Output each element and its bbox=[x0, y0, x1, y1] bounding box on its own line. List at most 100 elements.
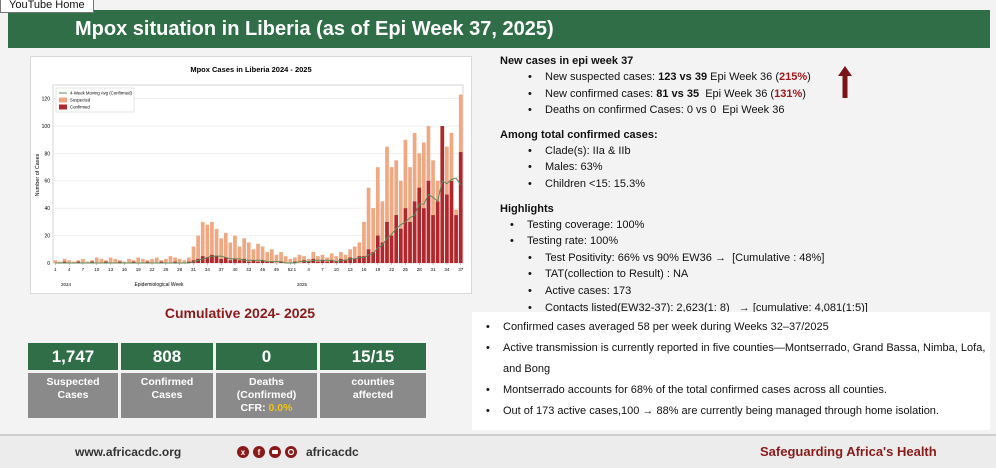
text-segment: ) bbox=[802, 87, 806, 100]
year-label: 2024 bbox=[61, 282, 72, 287]
bar bbox=[306, 261, 311, 263]
text-segment: Clade(s): IIa & IIb bbox=[545, 144, 631, 157]
social-handle: africacdc bbox=[306, 445, 359, 459]
bar bbox=[256, 261, 260, 263]
text-segment: Test Positivity: 66% vs 90% EW36 → [Cumu… bbox=[545, 251, 825, 264]
bar bbox=[293, 257, 297, 263]
x-tick-label: 49 bbox=[274, 267, 280, 272]
bar bbox=[458, 152, 463, 263]
bar bbox=[375, 235, 380, 263]
slogan: Safeguarding Africa's Health bbox=[760, 444, 937, 459]
bar bbox=[122, 261, 127, 263]
bar bbox=[58, 261, 62, 263]
bar bbox=[283, 256, 288, 263]
stat-value: 0 bbox=[216, 343, 317, 370]
bar bbox=[329, 260, 334, 263]
bar bbox=[306, 258, 311, 263]
stat-label-box: Confirmed Cases bbox=[121, 373, 213, 418]
moving-average-line bbox=[55, 177, 462, 264]
stat-label-box: counties affected bbox=[320, 373, 426, 418]
bar bbox=[403, 208, 408, 263]
bar bbox=[385, 146, 389, 263]
youtube-home-tab[interactable]: YouTube Home bbox=[0, 0, 94, 13]
x-tick-label: 31 bbox=[431, 267, 437, 272]
bar bbox=[233, 258, 237, 263]
text-segment: Males: 63% bbox=[545, 161, 603, 174]
bar bbox=[256, 243, 260, 263]
bar bbox=[210, 221, 214, 263]
bar bbox=[191, 246, 196, 263]
text-segment: Epi Week 36 ( bbox=[707, 71, 780, 83]
bar bbox=[435, 201, 440, 263]
bar bbox=[394, 160, 399, 263]
bar bbox=[320, 260, 325, 263]
bullet-item: TAT(collection to Result) : NA bbox=[500, 266, 990, 283]
x-tick-label: 28 bbox=[417, 267, 423, 272]
text-segment: 123 vs 39 bbox=[658, 71, 708, 83]
x-tick-label: 4 bbox=[307, 267, 310, 272]
bar bbox=[85, 261, 90, 263]
bar bbox=[223, 257, 228, 263]
bar bbox=[357, 256, 362, 263]
bar bbox=[334, 256, 339, 263]
bar bbox=[371, 208, 376, 263]
bar bbox=[352, 246, 357, 263]
x-tick-label: 37 bbox=[219, 267, 225, 272]
svg-text:f: f bbox=[258, 448, 261, 457]
text-segment: Epi Week 36 ( bbox=[699, 87, 775, 100]
bar bbox=[366, 249, 371, 263]
bar bbox=[440, 126, 445, 263]
bar bbox=[233, 235, 237, 263]
stat-label: Confirmed Cases bbox=[140, 376, 194, 401]
bar bbox=[334, 261, 339, 263]
bar bbox=[274, 254, 279, 263]
bar bbox=[348, 249, 352, 263]
bar bbox=[297, 254, 302, 263]
cfr-value: 0.0% bbox=[268, 402, 293, 414]
bar bbox=[210, 254, 214, 263]
text-segment: 81 vs 35 bbox=[656, 87, 700, 100]
key-points-panel: Confirmed cases averaged 58 per week dur… bbox=[472, 312, 990, 430]
bar bbox=[219, 258, 223, 263]
bar bbox=[311, 258, 316, 263]
stat-label: Suspected Cases bbox=[46, 376, 100, 401]
bar bbox=[242, 238, 247, 263]
bar bbox=[113, 258, 118, 263]
bar bbox=[343, 260, 348, 263]
x-tick-label: 7 bbox=[321, 267, 324, 272]
bar bbox=[279, 252, 283, 263]
bar bbox=[136, 257, 141, 263]
bar bbox=[339, 258, 343, 263]
stat-label: counties affected bbox=[351, 376, 395, 401]
bar bbox=[316, 261, 320, 263]
bar bbox=[316, 256, 320, 263]
bar bbox=[76, 261, 81, 263]
text-segment: ) bbox=[807, 71, 811, 83]
bar bbox=[398, 180, 403, 263]
text-segment: Active cases: 173 bbox=[545, 284, 632, 297]
bar bbox=[352, 258, 357, 263]
section-heading: Highlights bbox=[500, 202, 554, 215]
bar bbox=[131, 261, 136, 263]
cfr-label: CFR: bbox=[240, 402, 269, 414]
bullet-item: New confirmed cases: 81 vs 35 Epi Week 3… bbox=[500, 86, 990, 103]
bar bbox=[371, 252, 376, 263]
y-tick-label: 40 bbox=[44, 206, 50, 212]
legend-box bbox=[55, 87, 135, 113]
stat-label: Deaths (Confirmed) bbox=[236, 376, 297, 401]
bar bbox=[329, 253, 334, 263]
y-tick-label: 100 bbox=[42, 124, 51, 130]
bar bbox=[117, 261, 122, 263]
bar bbox=[422, 208, 426, 263]
bar bbox=[293, 261, 297, 263]
stat-value: 15/15 bbox=[320, 343, 426, 370]
bar bbox=[81, 258, 85, 263]
x-tick-label: 13 bbox=[108, 267, 114, 272]
bar bbox=[362, 256, 366, 263]
legend-swatch bbox=[59, 97, 67, 103]
y-tick-label: 80 bbox=[44, 151, 50, 157]
bar bbox=[200, 221, 205, 263]
bar bbox=[140, 258, 145, 263]
bar bbox=[389, 167, 394, 263]
bar bbox=[228, 260, 233, 263]
